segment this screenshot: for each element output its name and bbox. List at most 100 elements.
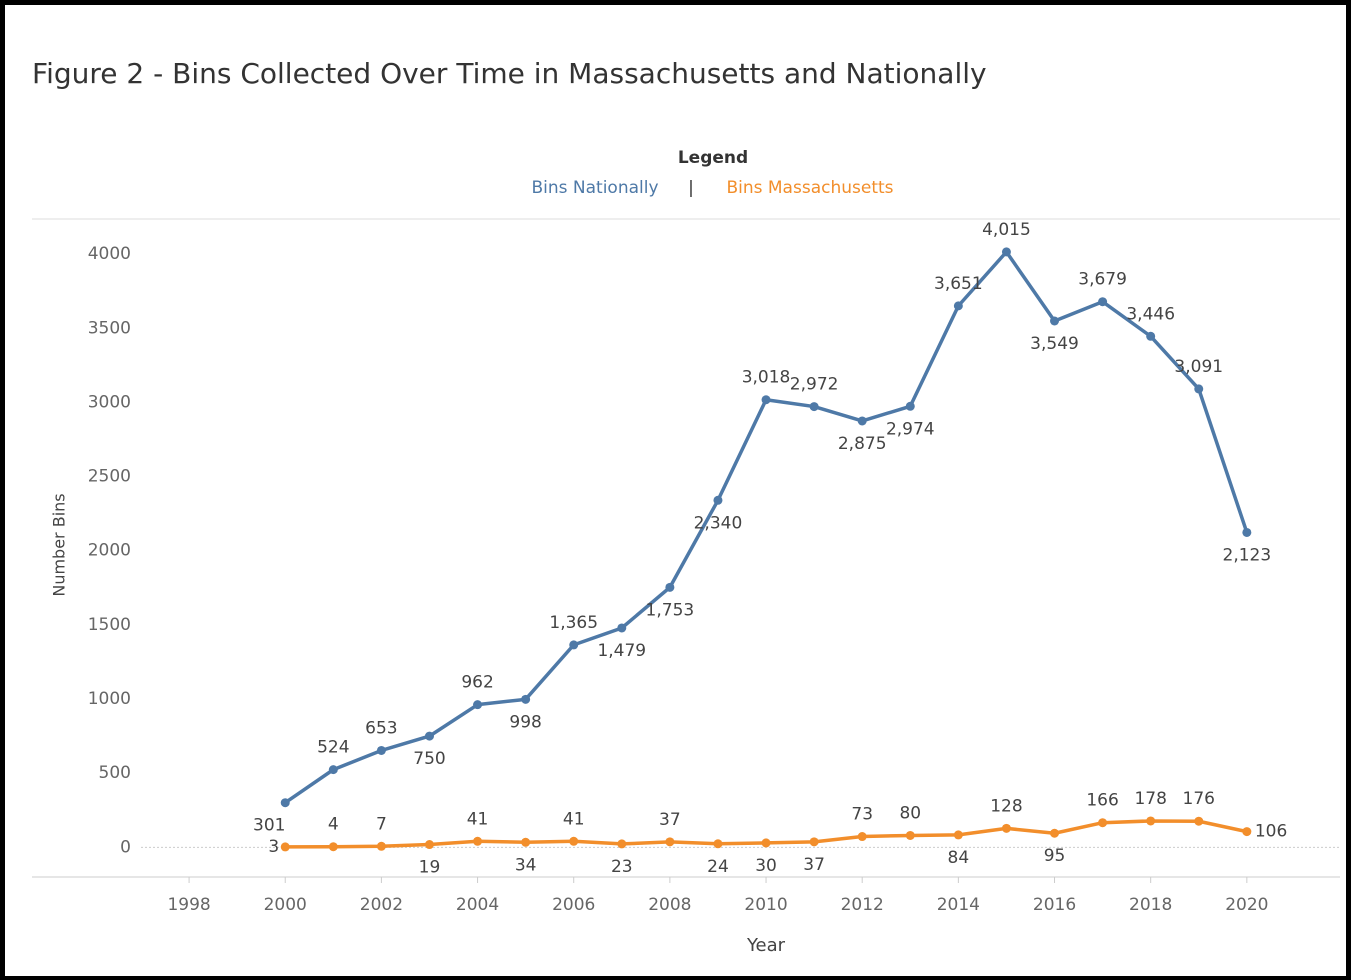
point [521, 694, 531, 704]
point [665, 582, 675, 592]
y-tick-label: 3000 [88, 392, 131, 412]
point [1242, 527, 1252, 537]
data-label: 23 [611, 857, 633, 877]
point [1098, 297, 1108, 307]
data-label: 178 [1134, 789, 1166, 809]
data-label: 2,875 [838, 434, 887, 454]
point [1001, 823, 1011, 833]
y-tick-label: 500 [99, 763, 131, 783]
point [424, 731, 434, 741]
data-label: 84 [948, 848, 970, 868]
point [857, 416, 867, 426]
data-label: 176 [1183, 789, 1215, 809]
data-label: 3,679 [1078, 270, 1127, 290]
point [1194, 384, 1204, 394]
point [617, 839, 627, 849]
point [521, 837, 531, 847]
data-label: 3,091 [1174, 357, 1223, 377]
point [1146, 816, 1156, 826]
x-axis-label: Year [746, 935, 786, 956]
point [280, 842, 290, 852]
point [569, 836, 579, 846]
data-label: 3,018 [742, 368, 791, 388]
data-label: 166 [1086, 791, 1118, 811]
data-label: 95 [1044, 846, 1066, 866]
data-label: 3,651 [934, 274, 983, 294]
data-label: 2,123 [1223, 545, 1272, 565]
point [473, 836, 483, 846]
series-line [284, 250, 1249, 805]
x-tick-label: 2006 [552, 895, 595, 915]
legend-entry: Bins Nationally [531, 178, 658, 198]
point [328, 765, 338, 775]
point [1242, 827, 1252, 837]
point [1194, 816, 1204, 826]
data-label: 128 [990, 796, 1022, 816]
data-label: 524 [317, 738, 349, 758]
point [617, 623, 627, 633]
chart-title: Figure 2 - Bins Collected Over Time in M… [32, 57, 987, 90]
data-label: 2,340 [694, 513, 743, 533]
point [280, 798, 290, 808]
data-label: 2,972 [790, 375, 839, 395]
point [1098, 818, 1108, 828]
data-label: 2,974 [886, 419, 935, 439]
point [905, 830, 915, 840]
point [376, 745, 386, 755]
x-tick-label: 2018 [1129, 895, 1172, 915]
point [809, 402, 819, 412]
point [713, 839, 723, 849]
data-label: 37 [803, 855, 825, 875]
data-label: 4 [328, 815, 339, 835]
y-axis-label: Number Bins [50, 493, 69, 596]
point [1050, 316, 1060, 326]
data-label: 1,753 [646, 600, 695, 620]
point [761, 838, 771, 848]
x-tick-label: 2004 [456, 895, 499, 915]
data-label: 653 [365, 718, 397, 738]
point [665, 837, 675, 847]
data-label: 4,015 [982, 220, 1031, 240]
point [1146, 331, 1156, 341]
data-label: 73 [851, 805, 873, 825]
x-tick-label: 2010 [744, 895, 787, 915]
data-label: 1,365 [549, 613, 598, 633]
point [809, 837, 819, 847]
x-tick-label: 2000 [264, 895, 307, 915]
y-tick-label: 2500 [88, 467, 131, 487]
data-label: 301 [253, 816, 285, 836]
point [857, 832, 867, 842]
x-tick-label: 2016 [1033, 895, 1076, 915]
data-label: 37 [659, 810, 681, 830]
data-label: 7 [376, 814, 387, 834]
point [569, 640, 579, 650]
y-tick-label: 0 [120, 837, 131, 857]
legend-title: Legend [678, 148, 748, 168]
y-tick-label: 2000 [88, 541, 131, 561]
y-tick-label: 3500 [88, 318, 131, 338]
x-tick-label: 2012 [841, 895, 884, 915]
x-tick-label: 2008 [648, 895, 691, 915]
x-tick-label: 1998 [167, 895, 210, 915]
data-label: 1,479 [597, 641, 646, 661]
point [713, 495, 723, 505]
data-label: 962 [461, 673, 493, 693]
legend-separator: | [688, 178, 694, 198]
data-label: 106 [1255, 822, 1287, 842]
data-label: 41 [467, 809, 489, 829]
data-label: 3,446 [1126, 304, 1175, 324]
point [1050, 828, 1060, 838]
data-label: 998 [509, 712, 541, 732]
point [376, 841, 386, 851]
point [1001, 247, 1011, 257]
x-tick-label: 2002 [360, 895, 403, 915]
data-label: 30 [755, 856, 777, 876]
legend-entry: Bins Massachusetts [726, 178, 893, 198]
data-label: 3,549 [1030, 334, 1079, 354]
y-tick-label: 1500 [88, 615, 131, 635]
data-label: 750 [413, 749, 445, 769]
data-label: 19 [419, 858, 441, 878]
point [953, 301, 963, 311]
